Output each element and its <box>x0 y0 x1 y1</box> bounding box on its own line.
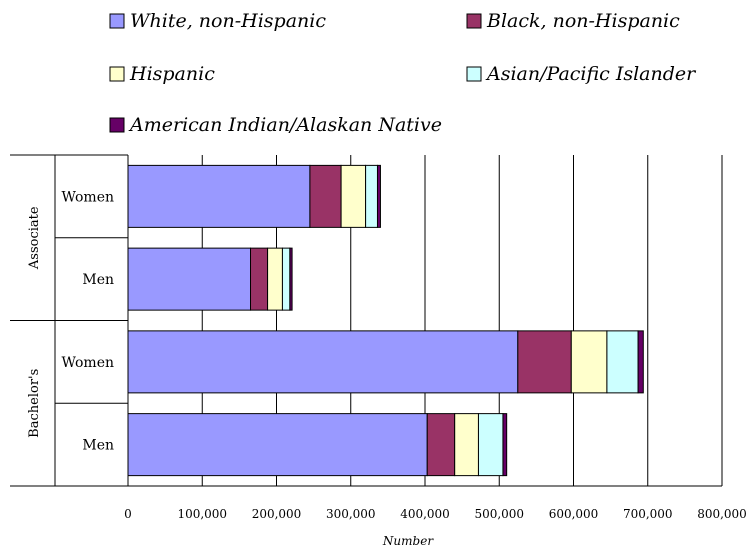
legend-label: Hispanic <box>129 63 215 85</box>
x-tick-label: 200,000 <box>252 507 302 521</box>
legend-swatch <box>466 13 482 29</box>
category-label: Women <box>62 355 114 371</box>
bar-bachelor-s-women-american-indian-alaskan-native <box>637 330 644 394</box>
bar-bachelor-s-men-white-non-hispanic <box>127 413 428 477</box>
bar-bachelor-s-women-black-non-hispanic <box>517 330 572 394</box>
bar-associate-men-asian-pacific-islander <box>281 247 291 311</box>
bar-associate-women-hispanic <box>340 164 367 228</box>
category-label: Men <box>82 272 114 288</box>
bar-associate-women-asian-pacific-islander <box>365 164 378 228</box>
bar-associate-men-hispanic <box>267 247 283 311</box>
legend-swatch <box>109 66 125 82</box>
legend-item-asian-pacific-islander: Asian/Pacific Islander <box>466 63 697 85</box>
bar-associate-women-american-indian-alaskan-native <box>376 164 381 228</box>
category-label: Men <box>82 438 114 454</box>
x-axis-label: Number <box>382 534 434 548</box>
bar-associate-women-white-non-hispanic <box>127 164 311 228</box>
bar-associate-men-white-non-hispanic <box>127 247 252 311</box>
axes <box>10 154 722 487</box>
group-label: Associate <box>27 206 42 270</box>
x-tick-label: 500,000 <box>474 507 524 521</box>
bar-bachelor-s-women-hispanic <box>570 330 608 394</box>
group-labels: Associate Bachelor's <box>27 206 42 438</box>
legend-swatch <box>109 117 125 133</box>
category-labels: Women Men Women Men <box>62 189 114 453</box>
bar-bachelor-s-women-white-non-hispanic <box>127 330 519 394</box>
legend-item-hispanic: Hispanic <box>109 63 215 85</box>
x-tick-label: 300,000 <box>326 507 376 521</box>
legend-label: American Indian/Alaskan Native <box>128 114 442 136</box>
bar-bachelor-s-men-black-non-hispanic <box>426 413 456 477</box>
legend-label: Black, non-Hispanic <box>486 10 680 32</box>
legend-label: Asian/Pacific Islander <box>485 63 697 85</box>
x-tick-labels: 0 100,000 200,000 300,000 400,000 500,000 600,… <box>124 507 747 521</box>
bar-bachelor-s-women-asian-pacific-islander <box>606 330 639 394</box>
legend-item-black-non-hispanic: Black, non-Hispanic <box>466 10 680 32</box>
x-tick-label: 600,000 <box>549 507 599 521</box>
bar-associate-men-black-non-hispanic <box>250 247 269 311</box>
bar-bachelor-s-men-american-indian-alaskan-native <box>502 413 508 477</box>
group-label: Bachelor's <box>27 369 42 438</box>
bar-associate-women-black-non-hispanic <box>309 164 342 228</box>
bars <box>127 164 644 477</box>
legend-swatch <box>466 66 482 82</box>
category-label: Women <box>62 189 114 205</box>
x-tick-label: 100,000 <box>177 507 227 521</box>
bar-associate-men-american-indian-alaskan-native <box>289 247 293 311</box>
legend-swatch <box>109 13 125 29</box>
legend: White, non-Hispanic Black, non-Hispanic Hi… <box>109 10 697 136</box>
x-tick-label: 0 <box>124 507 132 521</box>
x-tick-label: 400,000 <box>400 507 450 521</box>
legend-item-white-non-hispanic: White, non-Hispanic <box>109 10 326 32</box>
x-tick-label: 700,000 <box>623 507 673 521</box>
bar-bachelor-s-men-asian-pacific-islander <box>477 413 504 477</box>
x-tick-label: 800,000 <box>697 507 747 521</box>
legend-item-american-indian-alaskan-native: American Indian/Alaskan Native <box>109 114 442 136</box>
legend-label: White, non-Hispanic <box>130 10 326 32</box>
bar-bachelor-s-men-hispanic <box>454 413 479 477</box>
